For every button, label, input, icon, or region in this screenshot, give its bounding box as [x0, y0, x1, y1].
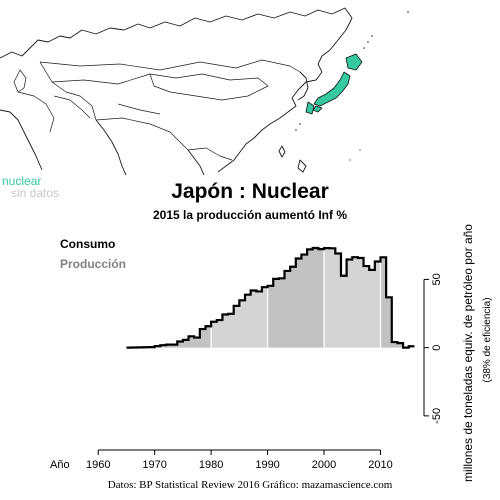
area-bar-2005: [352, 257, 359, 348]
area-bar-1995: [295, 258, 302, 348]
map-legend-no-data: sin datos: [11, 186, 60, 200]
legend-entry-produccion: Producción: [60, 257, 127, 271]
map-legend-nuclear: nuclear: [2, 174, 42, 188]
area-bar-1982: [222, 314, 229, 348]
area-bar-1974: [177, 341, 184, 348]
area-bar-2012: [391, 342, 398, 348]
area-bar-2006: [357, 257, 364, 348]
area-bar-1975: [182, 339, 189, 348]
korea-peninsula: [297, 71, 309, 101]
area-bar-1978: [199, 329, 206, 348]
border-russia-china: [39, 59, 301, 73]
x-tick-label-2010: 2010: [368, 459, 392, 471]
border-afghanistan: [53, 95, 91, 119]
border-caspian: [13, 69, 27, 93]
x-axis-label: Año: [50, 459, 70, 471]
area-bar-1973: [171, 344, 178, 348]
chart-subtitle: 2015 la producción aumentó Inf %: [152, 208, 348, 222]
area-bar-2008: [369, 269, 376, 348]
area-bar-1998: [312, 248, 319, 348]
x-tick-label-2000: 2000: [312, 459, 336, 471]
area-bar-1992: [278, 278, 285, 348]
y-axis: -50 0 50: [423, 273, 443, 424]
area-bar-2013: [397, 343, 404, 348]
indochina-coast: [187, 149, 205, 175]
area-bar-1972: [165, 344, 173, 348]
area-bar-1985: [239, 300, 246, 348]
area-bar-2003: [340, 275, 348, 348]
x-axis: 1960 1970 1980 1990 2000 2010: [86, 449, 393, 471]
border-china-south: [95, 117, 189, 151]
area-bar-1986: [245, 294, 252, 348]
area-bar-1977: [194, 337, 201, 348]
area-bar-1980: [211, 321, 218, 348]
taiwan: [278, 145, 286, 158]
asia-coastline: [0, 7, 353, 173]
japan-shikoku: [312, 105, 323, 113]
area-bar-1991: [273, 278, 280, 348]
border-iran: [17, 91, 55, 133]
x-tick-label-1970: 1970: [142, 459, 166, 471]
area-bar-1990: [267, 285, 274, 348]
area-bar-1993: [284, 270, 291, 348]
y-axis-sublabel: (38% de eficiencia): [482, 297, 493, 382]
x-tick-label-1980: 1980: [199, 459, 223, 471]
y-tick-label-0: 0: [431, 345, 443, 351]
border-mongolia: [149, 73, 269, 101]
x-tick-label-1960: 1960: [86, 459, 110, 471]
world-map: [0, 0, 500, 175]
area-bar-1994: [290, 266, 297, 348]
area-bar-1984: [233, 305, 240, 348]
area-bar-2004: [346, 259, 353, 348]
area-bar-1988: [256, 291, 263, 348]
area-bar-1999: [318, 249, 325, 348]
area-bar-1987: [250, 290, 257, 348]
area-bar-2011: [386, 297, 393, 348]
area-bar-2009: [374, 261, 381, 348]
area-bar-2002: [335, 253, 342, 348]
japan-hokkaido: [345, 53, 363, 71]
y-tick-label--50: -50: [431, 408, 443, 424]
border-se-asia: [187, 147, 233, 161]
area-bar-1997: [307, 249, 314, 348]
border-central-asia: [39, 61, 97, 121]
area-bar-1983: [228, 313, 235, 348]
area-bar-2000: [324, 248, 331, 348]
area-bar-1976: [188, 336, 195, 348]
source-credit: Datos: BP Statistical Review 2016 Gráfic…: [107, 479, 393, 491]
japan-kyushu: [305, 101, 315, 115]
border-kazakhstan: [51, 73, 151, 85]
southwest-asia: [0, 109, 43, 171]
area-bar-1989: [261, 287, 268, 348]
production-area: [132, 248, 415, 348]
y-tick-label-50: 50: [431, 273, 443, 285]
area-bar-2001: [329, 248, 336, 348]
area-bar-2007: [363, 266, 370, 348]
area-bar-2010: [380, 257, 387, 348]
x-tick-label-1990: 1990: [255, 459, 279, 471]
chart-title: Japón : Nuclear: [171, 180, 329, 203]
area-bar-1979: [205, 326, 212, 348]
series-line-consumo: [126, 246, 415, 349]
philippines: [297, 159, 307, 173]
area-bar-1971: [160, 345, 167, 348]
area-bar-1981: [216, 320, 223, 348]
legend-entry-consumo: Consumo: [60, 237, 116, 251]
y-axis-label: millones de toneladas equiv. de petróleo…: [461, 224, 475, 482]
india-coast: [95, 119, 127, 175]
japan-honshu: [313, 71, 351, 107]
area-bar-1996: [301, 254, 308, 348]
border-tibet: [117, 103, 161, 115]
decade-separators: [210, 248, 382, 348]
japan-highlight: [305, 53, 363, 115]
